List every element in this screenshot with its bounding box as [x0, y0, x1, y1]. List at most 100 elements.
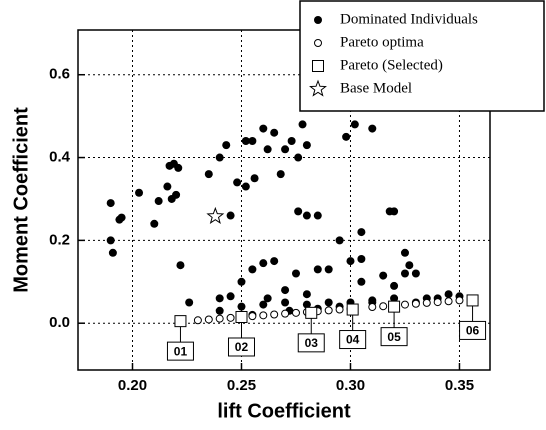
point	[276, 170, 285, 179]
point	[422, 298, 431, 307]
legend-marker	[309, 79, 327, 97]
point	[313, 211, 322, 220]
point	[350, 120, 359, 129]
legend-box	[299, 0, 545, 112]
x-tick-label: 0.20	[118, 377, 147, 394]
point	[302, 141, 311, 150]
point	[263, 145, 272, 154]
y-tick-label: 0.2	[49, 231, 70, 248]
label-box	[380, 327, 408, 347]
point	[215, 306, 224, 315]
label-box	[339, 330, 367, 350]
point	[400, 269, 409, 278]
legend-marker	[314, 16, 322, 24]
point	[368, 124, 377, 133]
x-axis-label: lift Coefficient	[217, 400, 351, 422]
point	[302, 290, 311, 299]
y-tick-label: 0.4	[49, 149, 71, 166]
point	[226, 292, 235, 301]
point	[305, 306, 318, 319]
point	[357, 255, 366, 264]
point	[259, 311, 268, 320]
point	[150, 219, 159, 228]
y-axis-label: Moment Coefficient	[10, 107, 32, 293]
point	[176, 261, 185, 270]
point	[388, 300, 401, 313]
point-label: 03	[305, 336, 319, 350]
legend-label: Base Model	[340, 80, 412, 96]
point	[106, 236, 115, 245]
point	[302, 211, 311, 220]
point	[174, 163, 183, 172]
point	[390, 207, 399, 216]
point	[281, 145, 290, 154]
point-label: 05	[387, 330, 401, 344]
point	[357, 277, 366, 286]
point	[248, 265, 257, 274]
point	[324, 265, 333, 274]
label-box	[297, 333, 325, 353]
point	[263, 294, 272, 303]
point	[302, 300, 311, 309]
point	[444, 290, 453, 299]
point	[379, 271, 388, 280]
point	[204, 170, 213, 179]
label-box	[166, 341, 194, 361]
y-tick-label: 0.6	[49, 66, 70, 83]
point	[185, 298, 194, 307]
point	[346, 303, 359, 316]
point	[291, 308, 300, 317]
point	[226, 313, 235, 322]
point	[215, 294, 224, 303]
point	[390, 281, 399, 290]
point	[106, 199, 115, 208]
point	[248, 312, 257, 321]
point	[215, 153, 224, 162]
point	[346, 257, 355, 266]
label-box	[227, 337, 255, 357]
point	[335, 305, 344, 314]
point	[206, 206, 225, 224]
point	[259, 300, 268, 309]
point	[379, 302, 388, 311]
point	[357, 228, 366, 237]
legend-label: Pareto optima	[340, 34, 424, 50]
legend-marker	[312, 60, 324, 72]
point	[241, 136, 250, 145]
point	[233, 178, 242, 187]
point	[411, 269, 420, 278]
point	[108, 248, 117, 257]
point-label: 02	[235, 340, 249, 354]
point	[270, 128, 279, 137]
point	[237, 277, 246, 286]
point	[433, 298, 442, 307]
point	[291, 269, 300, 278]
point	[466, 294, 479, 307]
point	[294, 153, 303, 162]
legend-label: Dominated Individuals	[340, 11, 478, 27]
point	[400, 248, 409, 257]
point	[455, 296, 464, 305]
point	[281, 298, 290, 307]
point-label: 06	[466, 324, 480, 338]
x-tick-label: 0.35	[445, 377, 474, 394]
point	[270, 257, 279, 266]
point	[298, 120, 307, 129]
point-label: 04	[346, 333, 360, 347]
point	[226, 211, 235, 220]
point	[222, 141, 231, 150]
point	[163, 182, 172, 191]
point	[294, 207, 303, 216]
point	[281, 286, 290, 295]
point	[193, 316, 202, 325]
point	[259, 124, 268, 133]
point-label: 01	[174, 344, 188, 358]
point	[335, 236, 344, 245]
plot-frame	[77, 29, 491, 371]
point	[174, 315, 187, 328]
point	[324, 306, 333, 315]
point	[342, 132, 351, 141]
point	[250, 174, 259, 183]
point	[411, 299, 420, 308]
point	[248, 136, 257, 145]
